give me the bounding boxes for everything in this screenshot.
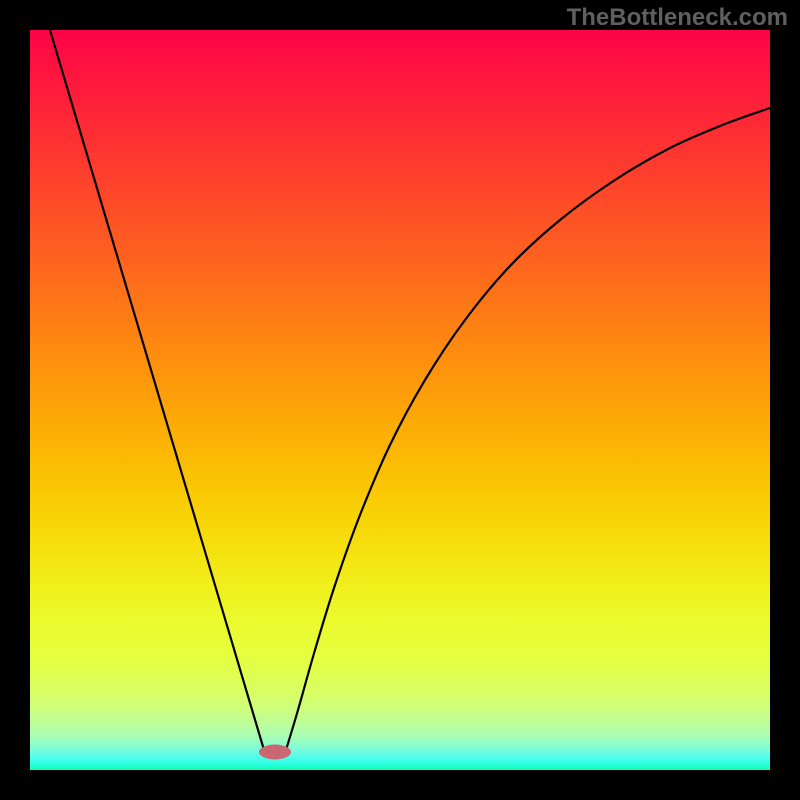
bottleneck-curve-chart bbox=[30, 30, 770, 770]
minimum-marker bbox=[259, 745, 291, 760]
chart-frame: TheBottleneck.com bbox=[0, 0, 800, 800]
gradient-background bbox=[30, 30, 770, 770]
plot-area bbox=[30, 30, 770, 770]
watermark-text: TheBottleneck.com bbox=[567, 4, 788, 32]
